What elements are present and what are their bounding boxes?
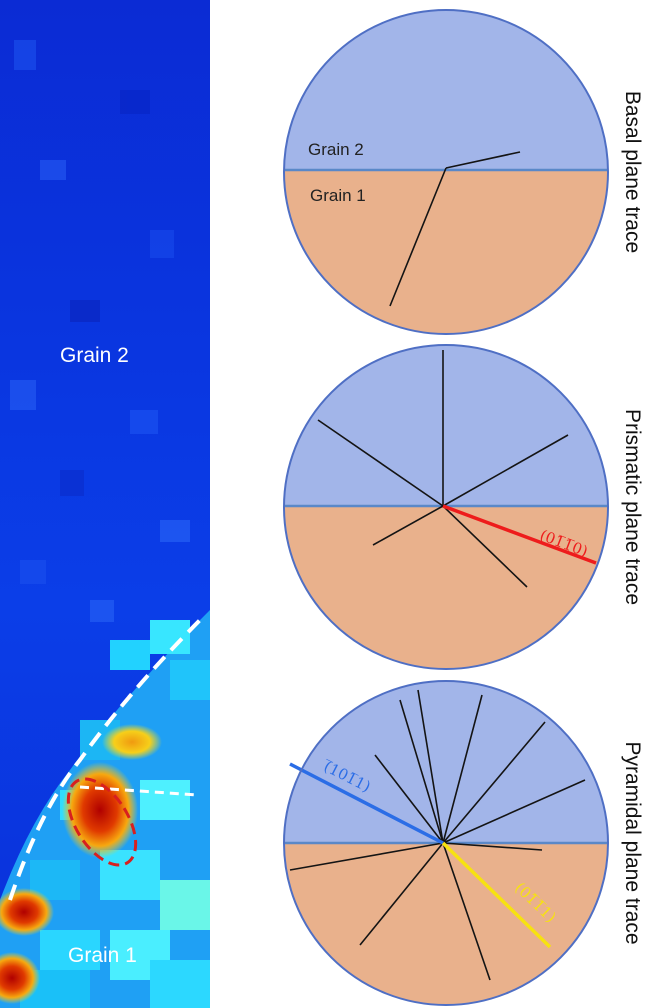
slip-trace-line [79, 785, 199, 797]
basal-grain1-label: Grain 1 [310, 186, 366, 205]
map-texture [10, 40, 190, 622]
prismatic-highlight-trace [442, 504, 597, 565]
basal-circle-edge [283, 9, 609, 335]
basal-trace-grain2 [445, 151, 521, 169]
strain-map-panel: Grain 2 Grain 1 [0, 0, 210, 1008]
warm-spot-1 [102, 724, 162, 760]
prismatic-circle-edge [283, 344, 609, 670]
map-grain1-label: Grain 1 [68, 944, 137, 967]
basal-trace-circle: Grain 2 Grain 1 [283, 9, 609, 335]
basal-grain2-label: Grain 2 [308, 140, 364, 159]
basal-side-label: Basal plane trace [621, 91, 644, 253]
prismatic-grain1-half [284, 506, 608, 669]
prismatic-traces [317, 350, 569, 588]
prismatic-trace-circle: (01̅1̅0) [283, 344, 609, 670]
pyramidal-side-label: Pyramidal plane trace [621, 741, 644, 944]
pyramidal-trace-circle: (̅101̅1) (01̅1̅1) [283, 680, 609, 1006]
pyramidal-grain1-half [284, 843, 608, 1005]
highlight-ellipse [66, 777, 138, 867]
grain-boundary-line [8, 613, 207, 901]
pyramidal-traces [289, 689, 586, 981]
prismatic-grain2-half [284, 345, 608, 506]
pyramidal-blue-trace [289, 762, 444, 845]
prismatic-side-label: Prismatic plane trace [621, 409, 644, 605]
pyramidal-circle-edge [283, 680, 609, 1006]
pyramidal-yellow-trace [441, 841, 552, 949]
hot-spot-3 [0, 952, 40, 1004]
map-grain2-label: Grain 2 [60, 344, 129, 367]
basal-trace-grain1 [389, 167, 447, 307]
hot-spot-2 [0, 888, 54, 936]
